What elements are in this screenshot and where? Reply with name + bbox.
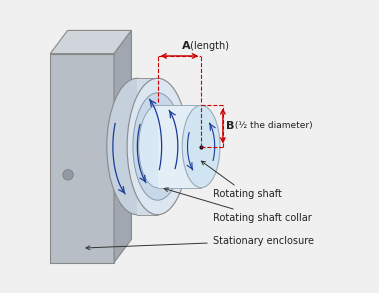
Ellipse shape: [182, 105, 220, 188]
Polygon shape: [137, 78, 158, 215]
Polygon shape: [114, 30, 132, 263]
Polygon shape: [50, 54, 114, 263]
Text: Stationary enclosure: Stationary enclosure: [86, 236, 314, 250]
Polygon shape: [50, 30, 132, 54]
Text: Rotating shaft collar: Rotating shaft collar: [164, 188, 312, 223]
Ellipse shape: [127, 78, 188, 215]
Ellipse shape: [107, 78, 168, 215]
Circle shape: [63, 170, 73, 180]
Ellipse shape: [139, 105, 177, 188]
Text: (½ the diameter): (½ the diameter): [232, 121, 313, 130]
Polygon shape: [158, 105, 201, 188]
Text: (length): (length): [188, 41, 229, 51]
Ellipse shape: [133, 93, 182, 200]
Text: A: A: [182, 41, 191, 51]
Text: B: B: [226, 121, 234, 131]
Text: Rotating shaft: Rotating shaft: [201, 161, 282, 200]
